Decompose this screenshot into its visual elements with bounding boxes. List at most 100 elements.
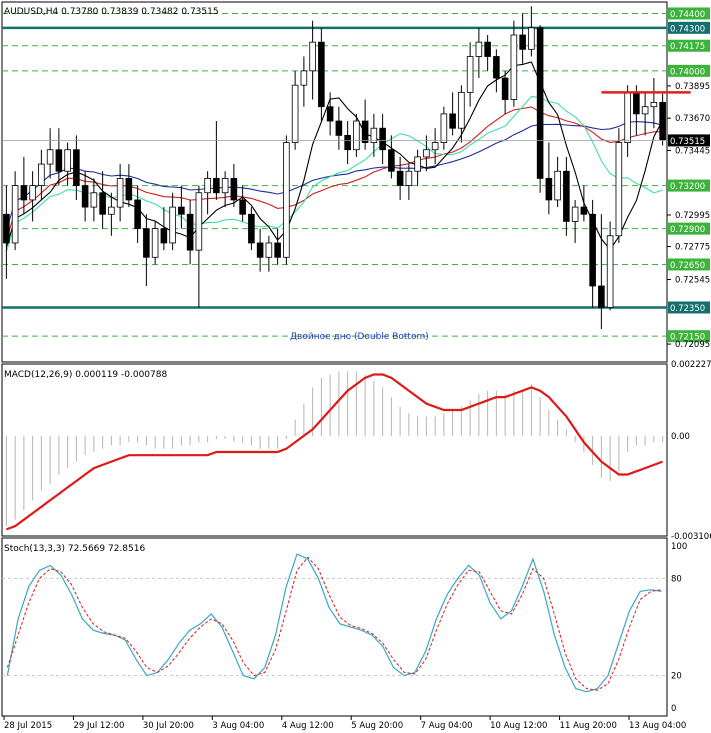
- candle-body: [3, 213, 10, 244]
- current-price-box: [668, 134, 710, 147]
- stoch-signal-line: [6, 556, 662, 691]
- candle-body: [55, 149, 63, 172]
- candle-body: [221, 178, 229, 194]
- level-label: 0.74175: [670, 42, 705, 52]
- macd-frame: [1, 363, 668, 537]
- price-tick-label: 0.73445: [675, 146, 710, 156]
- time-tick-label: 3 Aug 04:00: [212, 721, 264, 731]
- candle-body: [536, 27, 544, 179]
- candle-body: [659, 101, 666, 141]
- candle-body: [90, 192, 98, 208]
- price-tick-label: 0.72995: [675, 211, 710, 221]
- key-level-label-box: [668, 301, 710, 314]
- candle-body: [335, 120, 343, 136]
- level-label-box: [668, 222, 710, 235]
- level-label: 0.74000: [670, 67, 705, 77]
- candle-body: [99, 192, 106, 215]
- candle-body: [615, 142, 623, 237]
- macd-label: MACD(12,26,9) 0.000119 -0.000788: [4, 370, 167, 380]
- key-level-label: 0.72350: [670, 304, 705, 314]
- time-tick-label: 13 Aug 04:00: [629, 721, 686, 731]
- candle-body: [493, 56, 500, 79]
- candle-body: [571, 206, 579, 222]
- candle-body: [108, 206, 115, 215]
- candle-body: [379, 127, 386, 151]
- candle-body: [291, 84, 299, 143]
- time-tick-label: 10 Aug 12:00: [490, 721, 547, 731]
- level-label-box: [668, 258, 710, 271]
- candle-body: [230, 178, 238, 201]
- candle-body: [265, 242, 273, 258]
- candle-body: [81, 185, 89, 208]
- candle-body: [466, 56, 474, 93]
- price-tick-label: 0.73895: [675, 82, 710, 92]
- candle-body: [361, 120, 369, 143]
- time-tick-label: 7 Aug 04:00: [421, 721, 473, 731]
- time-tick-label: 5 Aug 20:00: [351, 721, 403, 731]
- price-tick-label: 0.72775: [675, 243, 710, 253]
- moving-average-red: [5, 106, 663, 241]
- stoch-label: Stoch(13,3,3) 72.5669 72.8516: [4, 544, 145, 554]
- macd-panel: 0.002227 0.00 -0.003106: [1, 360, 711, 542]
- candle-body: [554, 170, 561, 201]
- candle-body: [510, 34, 518, 100]
- price-tick-label: 0.72095: [675, 340, 710, 350]
- candle-body: [116, 178, 124, 208]
- price-tick-label: 0.73670: [675, 114, 710, 124]
- candle-body: [195, 192, 203, 251]
- level-label-box: [668, 64, 710, 77]
- time-tick-label: 28 Jul 2015: [4, 721, 52, 731]
- level-label: 0.72150: [670, 333, 705, 343]
- level-label-box: [668, 7, 710, 20]
- current-price-label: 0.73515: [670, 137, 705, 147]
- candle-body: [633, 91, 640, 115]
- candle-body: [458, 91, 465, 129]
- candle-body: [326, 106, 334, 122]
- candle-body: [431, 142, 439, 151]
- stoch-main-line: [6, 553, 662, 693]
- candle-body: [405, 170, 413, 186]
- macd-signal-line: [6, 373, 663, 531]
- candle-body: [396, 170, 404, 186]
- candle-body: [151, 228, 159, 258]
- candle-body: [309, 41, 316, 72]
- key-level-label: 0.74300: [670, 24, 705, 34]
- time-tick-label: 11 Aug 20:00: [560, 721, 617, 731]
- level-label-box: [668, 330, 710, 343]
- candle-body: [370, 127, 378, 143]
- candle-body: [186, 213, 194, 251]
- candle-body: [624, 91, 631, 143]
- stoch-frame: [1, 537, 668, 717]
- candle-body: [440, 113, 448, 143]
- candle-body: [160, 228, 168, 244]
- candle-body: [134, 199, 141, 230]
- candle-body: [589, 213, 596, 287]
- candle-body: [29, 185, 36, 201]
- candle-body: [178, 206, 185, 215]
- candle-body: [11, 185, 19, 244]
- time-tick-label: 4 Aug 12:00: [282, 721, 334, 731]
- candle-body: [64, 149, 71, 172]
- candle-body: [414, 156, 421, 172]
- candle-body: [606, 235, 614, 308]
- candle-body: [641, 106, 649, 115]
- candle-body: [484, 41, 491, 57]
- moving-average-teal: [5, 95, 663, 252]
- level-label: 0.74400: [670, 10, 705, 20]
- candle-body: [20, 185, 28, 201]
- candle-body: [300, 70, 308, 86]
- level-label: 0.72900: [670, 225, 705, 235]
- candle-body: [143, 228, 150, 258]
- candle-body: [213, 178, 220, 194]
- candle-body: [38, 163, 45, 186]
- candle-body: [423, 149, 430, 158]
- candle-body: [256, 242, 264, 258]
- candle-body: [598, 285, 605, 308]
- level-label: 0.72650: [670, 261, 705, 271]
- macd-tick-label: -0.003106: [671, 532, 711, 542]
- candle-body: [239, 199, 246, 215]
- candle-body: [125, 178, 133, 201]
- level-label: 0.73200: [670, 182, 705, 192]
- level-label-box: [668, 39, 710, 52]
- candle-body: [545, 178, 553, 201]
